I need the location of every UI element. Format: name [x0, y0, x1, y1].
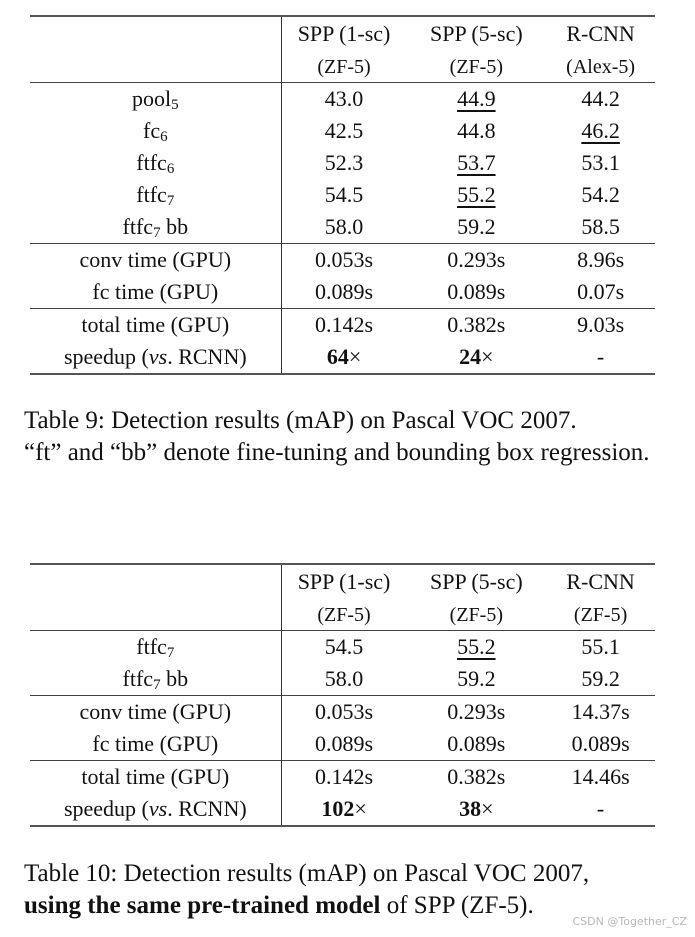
col-model: (Alex-5): [566, 55, 636, 78]
cell: 0.293s: [406, 695, 547, 728]
table-row: ftfc7 54.5 55.2 54.2: [30, 179, 655, 211]
cell: 59.2: [457, 666, 496, 691]
header-row: (ZF-5) (ZF-5) (Alex-5): [30, 51, 655, 83]
table-row: speedup (vs. RCNN) 102× 38× -: [30, 793, 655, 827]
cell: 0.07s: [577, 279, 625, 304]
watermark: CSDN @Together_CZ: [572, 915, 687, 928]
table-9-caption: Table 9: Detection results (mAP) on Pasc…: [24, 407, 650, 466]
cell: 8.96s: [546, 243, 655, 276]
cell: 9.03s: [546, 308, 655, 341]
col-model: (ZF-5): [573, 603, 628, 626]
cell: 0.142s: [281, 760, 407, 793]
col-header: SPP (5-sc): [406, 563, 547, 599]
header-row: (ZF-5) (ZF-5) (ZF-5): [30, 599, 655, 631]
cell: 53.1: [581, 150, 620, 175]
cell: 0.089s: [315, 279, 374, 304]
header-row: SPP (1-sc) SPP (5-sc) R-CNN: [30, 563, 655, 599]
col-header: SPP (1-sc): [281, 15, 407, 51]
cell: 0.089s: [315, 731, 374, 756]
cell: 0.089s: [447, 731, 506, 756]
cell: 59.2: [457, 214, 496, 239]
row-label: fc time (GPU): [30, 728, 282, 761]
cell: 0.053s: [281, 243, 407, 276]
cell: 38×: [406, 793, 547, 827]
cell: -: [546, 793, 655, 827]
cell: 54.5: [324, 182, 364, 207]
cell: 59.2: [581, 666, 620, 691]
table-row: ftfc7 bb 58.0 59.2 59.2: [30, 663, 655, 696]
cell: 44.9: [406, 82, 547, 115]
cell: 44.8: [457, 118, 496, 143]
cell: 46.2: [581, 118, 620, 143]
cell: 58.5: [581, 214, 620, 239]
table-row: conv time (GPU) 0.053s 0.293s 8.96s: [30, 243, 655, 276]
table-10-caption: Table 10: Detection results (mAP) on Pas…: [24, 860, 590, 919]
col-header: R-CNN: [546, 563, 655, 599]
table-row: speedup (vs. RCNN) 64× 24× -: [30, 341, 655, 375]
cell: 0.053s: [281, 695, 407, 728]
cell: 102×: [281, 793, 407, 827]
cell: 42.5: [324, 118, 364, 143]
cell: -: [546, 341, 655, 375]
row-label: total time (GPU): [30, 308, 282, 341]
cell: 0.142s: [281, 308, 407, 341]
row-label: total time (GPU): [30, 760, 282, 793]
row-label: conv time (GPU): [30, 695, 282, 728]
row-label: speedup (vs. RCNN): [30, 341, 282, 375]
table-row: fc time (GPU) 0.089s 0.089s 0.089s: [30, 728, 655, 761]
col-model: (ZF-5): [449, 603, 503, 626]
row-label: ftfc6: [30, 147, 282, 179]
cell: 53.7: [457, 150, 496, 175]
cell: 52.3: [324, 150, 364, 175]
cell: 0.089s: [447, 279, 506, 304]
cell: 0.382s: [406, 760, 547, 793]
table-row: fc6 42.5 44.8 46.2: [30, 115, 655, 147]
cell: 24×: [406, 341, 547, 375]
table-row: total time (GPU) 0.142s 0.382s 9.03s: [30, 308, 655, 341]
table-row: ftfc6 52.3 53.7 53.1: [30, 147, 655, 179]
cell: 54.5: [281, 630, 407, 663]
table-row: conv time (GPU) 0.053s 0.293s 14.37s: [30, 695, 655, 728]
table-10: SPP (1-sc) SPP (5-sc) R-CNN (ZF-5) (ZF-5…: [30, 563, 655, 827]
row-label: ftfc7: [30, 179, 282, 211]
cell: 58.0: [324, 666, 364, 691]
col-header: R-CNN: [546, 15, 655, 51]
row-label: ftfc7: [30, 630, 282, 663]
cell: 43.0: [281, 82, 407, 115]
cell: 0.089s: [571, 731, 630, 756]
col-header: SPP (1-sc): [281, 563, 407, 599]
cell: 44.2: [546, 82, 655, 115]
cell: 14.37s: [546, 695, 655, 728]
row-label: speedup (vs. RCNN): [30, 793, 282, 827]
cell: 58.0: [324, 214, 364, 239]
cell: 64×: [281, 341, 407, 375]
row-label: fc6: [30, 115, 282, 147]
cell: 55.1: [546, 630, 655, 663]
cell: 0.382s: [406, 308, 547, 341]
cell: 14.46s: [546, 760, 655, 793]
table-row: pool5 43.0 44.9 44.2: [30, 82, 655, 115]
table-row: total time (GPU) 0.142s 0.382s 14.46s: [30, 760, 655, 793]
row-label: conv time (GPU): [30, 243, 282, 276]
cell: 55.2: [406, 630, 547, 663]
cell: 55.2: [457, 182, 496, 207]
table-row: ftfc7 54.5 55.2 55.1: [30, 630, 655, 663]
col-model: (ZF-5): [317, 603, 371, 626]
row-label: ftfc7 bb: [30, 211, 282, 244]
header-row: SPP (1-sc) SPP (5-sc) R-CNN: [30, 15, 655, 51]
cell: 54.2: [581, 182, 620, 207]
col-model: (ZF-5): [449, 55, 503, 78]
col-header: SPP (5-sc): [406, 15, 547, 51]
row-label: fc time (GPU): [30, 276, 282, 309]
table-row: fc time (GPU) 0.089s 0.089s 0.07s: [30, 276, 655, 309]
row-label: pool5: [30, 82, 282, 115]
cell: 0.293s: [406, 243, 547, 276]
col-model: (ZF-5): [317, 55, 371, 78]
row-label: ftfc7 bb: [30, 663, 282, 696]
table-9: SPP (1-sc) SPP (5-sc) R-CNN (ZF-5) (ZF-5…: [30, 15, 655, 375]
table-row: ftfc7 bb 58.0 59.2 58.5: [30, 211, 655, 244]
